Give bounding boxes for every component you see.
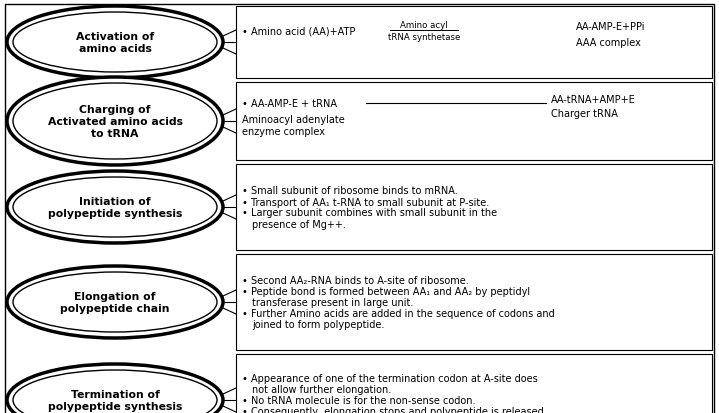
Text: • Peptide bond is formed between AA₁ and AA₂ by peptidyl: • Peptide bond is formed between AA₁ and… xyxy=(242,286,530,296)
Ellipse shape xyxy=(13,13,217,73)
Text: • Amino acid (AA)+ATP: • Amino acid (AA)+ATP xyxy=(242,26,355,36)
Text: • Appearance of one of the termination codon at A-site does: • Appearance of one of the termination c… xyxy=(242,373,538,383)
Text: polypeptide synthesis: polypeptide synthesis xyxy=(47,401,182,411)
Text: not allow further elongation.: not allow further elongation. xyxy=(252,384,391,394)
Text: Activated amino acids: Activated amino acids xyxy=(47,117,183,127)
Text: • Small subunit of ribosome binds to mRNA.: • Small subunit of ribosome binds to mRN… xyxy=(242,186,458,196)
Text: Amino acyl: Amino acyl xyxy=(400,21,448,29)
Bar xyxy=(236,354,712,413)
Text: tRNA synthetase: tRNA synthetase xyxy=(388,33,460,41)
Text: Elongation of: Elongation of xyxy=(74,291,156,301)
Text: Charger tRNA: Charger tRNA xyxy=(551,109,618,119)
Text: Aminoacyl adenylate: Aminoacyl adenylate xyxy=(242,115,344,125)
Bar xyxy=(236,83,712,161)
Text: Initiation of: Initiation of xyxy=(79,197,151,206)
Ellipse shape xyxy=(13,370,217,413)
Text: presence of Mg++.: presence of Mg++. xyxy=(252,219,346,229)
Text: • Transport of AA₁ t-RNA to small subunit at P-site.: • Transport of AA₁ t-RNA to small subuni… xyxy=(242,197,489,207)
Ellipse shape xyxy=(7,171,223,243)
Text: to tRNA: to tRNA xyxy=(91,129,139,139)
Text: Termination of: Termination of xyxy=(70,389,160,399)
Bar xyxy=(236,254,712,350)
Text: • AA-AMP-E + tRNA: • AA-AMP-E + tRNA xyxy=(242,99,337,109)
Ellipse shape xyxy=(13,272,217,332)
Text: enzyme complex: enzyme complex xyxy=(242,127,325,137)
Bar xyxy=(236,165,712,250)
Text: polypeptide chain: polypeptide chain xyxy=(60,303,170,313)
Text: • Consequently, elongation stops and polypeptide is released: • Consequently, elongation stops and pol… xyxy=(242,406,544,413)
Ellipse shape xyxy=(7,266,223,338)
Text: amino acids: amino acids xyxy=(78,44,152,54)
Text: transferase present in large unit.: transferase present in large unit. xyxy=(252,297,413,307)
Text: polypeptide synthesis: polypeptide synthesis xyxy=(47,209,182,218)
Text: AA-AMP-E+PPi: AA-AMP-E+PPi xyxy=(576,22,646,32)
Text: AAA complex: AAA complex xyxy=(576,38,641,48)
Text: AA-tRNA+AMP+E: AA-tRNA+AMP+E xyxy=(551,95,636,105)
Ellipse shape xyxy=(13,178,217,237)
Text: joined to form polypeptide.: joined to form polypeptide. xyxy=(252,319,385,329)
Bar xyxy=(236,7,712,79)
Ellipse shape xyxy=(13,84,217,159)
Text: • Second AA₂-RNA binds to A-site of ribosome.: • Second AA₂-RNA binds to A-site of ribo… xyxy=(242,275,469,285)
Text: • Further Amino acids are added in the sequence of codons and: • Further Amino acids are added in the s… xyxy=(242,308,555,318)
Text: • No tRNA molecule is for the non-sense codon.: • No tRNA molecule is for the non-sense … xyxy=(242,395,475,405)
Text: Activation of: Activation of xyxy=(76,32,154,42)
Text: • Larger subunit combines with small subunit in the: • Larger subunit combines with small sub… xyxy=(242,208,497,218)
Ellipse shape xyxy=(7,78,223,166)
Ellipse shape xyxy=(7,7,223,79)
Ellipse shape xyxy=(7,364,223,413)
Text: Charging of: Charging of xyxy=(79,105,151,115)
